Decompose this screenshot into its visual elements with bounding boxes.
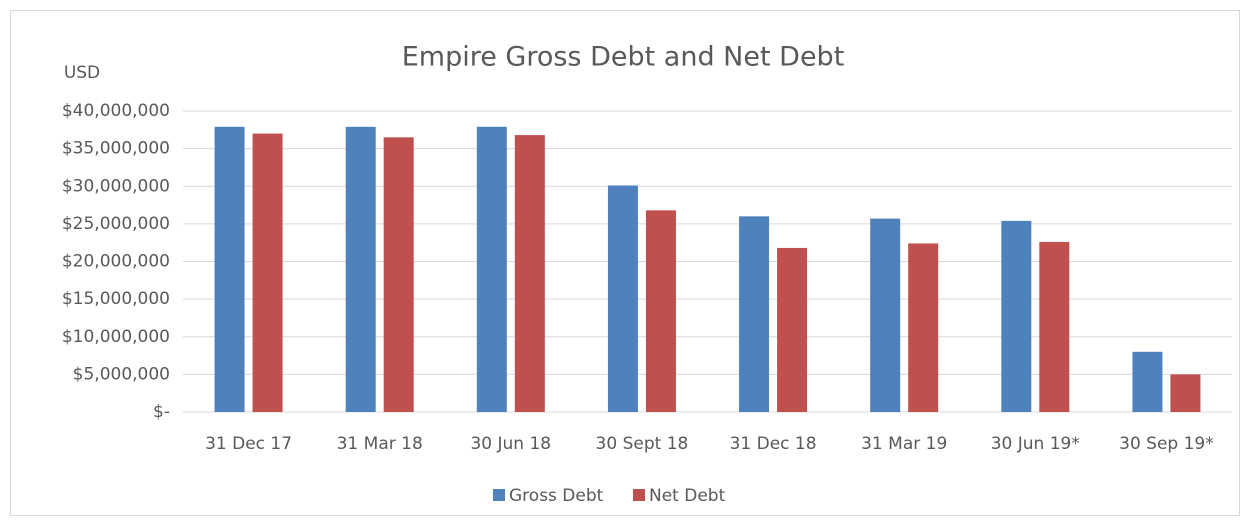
x-tick-label: 30 Sept 18 xyxy=(596,434,689,454)
x-tick-label: 31 Dec 18 xyxy=(730,434,817,454)
x-tick-label: 30 Sep 19* xyxy=(1119,434,1214,454)
legend-label: Net Debt xyxy=(649,486,726,506)
bar xyxy=(607,185,638,412)
bar xyxy=(1132,351,1163,412)
bar xyxy=(739,216,770,412)
bar xyxy=(214,126,245,413)
bar xyxy=(345,126,376,413)
y-tick-label: $5,000,000 xyxy=(73,364,170,384)
x-tick-label: 31 Dec 17 xyxy=(205,434,292,454)
y-tick-label: $20,000,000 xyxy=(62,252,170,272)
bar xyxy=(645,210,676,412)
bar xyxy=(908,243,939,412)
y-tick-label: $- xyxy=(153,402,170,422)
bar xyxy=(870,218,901,412)
bar xyxy=(514,135,545,412)
y-tick-label: $25,000,000 xyxy=(62,214,170,234)
bar xyxy=(476,126,507,413)
bar xyxy=(1001,220,1032,412)
legend-swatch xyxy=(633,489,645,501)
legend-label: Gross Debt xyxy=(509,486,604,506)
y-tick-label: $10,000,000 xyxy=(62,327,170,347)
x-tick-label: 30 Jun 19* xyxy=(991,434,1080,454)
y-tick-label: $35,000,000 xyxy=(62,139,170,159)
bar xyxy=(1039,241,1070,412)
chart-title: Empire Gross Debt and Net Debt xyxy=(402,42,845,73)
legend-swatch xyxy=(493,489,505,501)
x-tick-label: 30 Jun 18 xyxy=(470,434,551,454)
x-tick-label: 31 Mar 18 xyxy=(337,434,423,454)
bar xyxy=(252,133,283,412)
y-tick-label: $15,000,000 xyxy=(62,289,170,309)
bar xyxy=(777,247,808,412)
bar xyxy=(383,137,414,412)
bar xyxy=(1170,374,1201,412)
x-tick-label: 31 Mar 19 xyxy=(861,434,947,454)
y-axis-label: USD xyxy=(64,63,100,83)
y-tick-label: $40,000,000 xyxy=(62,101,170,121)
y-tick-label: $30,000,000 xyxy=(62,176,170,196)
